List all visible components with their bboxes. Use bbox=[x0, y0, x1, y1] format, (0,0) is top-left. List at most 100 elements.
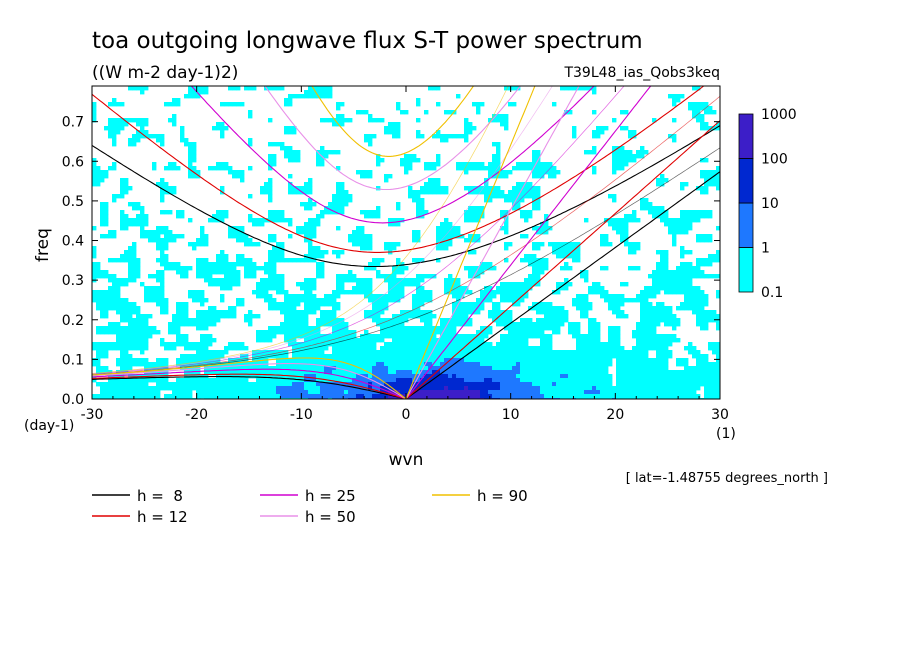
field-cell bbox=[508, 370, 513, 375]
field-cell bbox=[244, 362, 249, 367]
field-cell bbox=[160, 134, 165, 139]
field-cell bbox=[500, 122, 505, 127]
field-cell bbox=[672, 230, 677, 235]
field-cell bbox=[356, 282, 361, 287]
field-cell bbox=[316, 366, 321, 371]
field-cell bbox=[636, 294, 641, 299]
field-cell bbox=[444, 330, 449, 335]
field-cell bbox=[456, 334, 461, 339]
field-cell bbox=[164, 310, 169, 315]
field-cell bbox=[148, 386, 153, 391]
field-cell bbox=[152, 134, 157, 139]
field-cell bbox=[148, 394, 153, 399]
field-cell bbox=[112, 290, 117, 295]
field-cell bbox=[556, 358, 561, 363]
field-cell bbox=[276, 358, 281, 363]
field-cell bbox=[220, 394, 225, 399]
field-cell bbox=[484, 386, 489, 391]
field-cell bbox=[216, 394, 221, 399]
field-cell bbox=[148, 290, 153, 295]
field-cell bbox=[612, 218, 617, 223]
field-cell bbox=[428, 334, 433, 339]
field-cell bbox=[384, 390, 389, 395]
field-cell bbox=[368, 386, 373, 391]
field-cell bbox=[184, 354, 189, 359]
field-cell bbox=[124, 282, 129, 287]
field-cell bbox=[496, 142, 501, 147]
field-cell bbox=[112, 166, 117, 171]
field-cell bbox=[308, 186, 313, 191]
field-cell bbox=[576, 326, 581, 331]
field-cell bbox=[672, 322, 677, 327]
field-cell bbox=[556, 318, 561, 323]
field-cell bbox=[140, 90, 145, 95]
field-cell bbox=[640, 386, 645, 391]
field-cell bbox=[520, 334, 525, 339]
field-cell bbox=[352, 350, 357, 355]
field-cell bbox=[140, 130, 145, 135]
field-cell bbox=[240, 362, 245, 367]
field-cell bbox=[604, 266, 609, 271]
field-cell bbox=[488, 198, 493, 203]
field-cell bbox=[356, 234, 361, 239]
field-cell bbox=[228, 378, 233, 383]
field-cell bbox=[708, 258, 713, 263]
field-cell bbox=[212, 282, 217, 287]
field-cell bbox=[696, 262, 701, 267]
field-cell bbox=[552, 250, 557, 255]
field-cell bbox=[420, 314, 425, 319]
field-cell bbox=[496, 354, 501, 359]
field-cell bbox=[368, 238, 373, 243]
field-cell bbox=[520, 390, 525, 395]
field-cell bbox=[632, 390, 637, 395]
field-cell bbox=[624, 378, 629, 383]
field-cell bbox=[444, 234, 449, 239]
field-cell bbox=[496, 346, 501, 351]
field-cell bbox=[504, 354, 509, 359]
field-cell bbox=[288, 126, 293, 131]
field-cell bbox=[256, 290, 261, 295]
field-cell bbox=[408, 326, 413, 331]
field-cell bbox=[672, 390, 677, 395]
field-cell bbox=[432, 182, 437, 187]
field-cell bbox=[368, 138, 373, 143]
field-cell bbox=[624, 386, 629, 391]
field-cell bbox=[384, 362, 389, 367]
field-cell bbox=[308, 226, 313, 231]
field-cell bbox=[108, 130, 113, 135]
field-cell bbox=[392, 298, 397, 303]
field-cell bbox=[228, 310, 233, 315]
field-cell bbox=[136, 138, 141, 143]
field-cell bbox=[160, 262, 165, 267]
field-cell bbox=[436, 154, 441, 159]
field-cell bbox=[296, 298, 301, 303]
field-cell bbox=[700, 374, 705, 379]
field-cell bbox=[524, 370, 529, 375]
field-cell bbox=[564, 358, 569, 363]
field-cell bbox=[532, 162, 537, 167]
field-cell bbox=[344, 290, 349, 295]
field-cell bbox=[460, 370, 465, 375]
field-cell bbox=[144, 234, 149, 239]
field-cell bbox=[272, 386, 277, 391]
field-cell bbox=[232, 370, 237, 375]
field-cell bbox=[696, 290, 701, 295]
field-cell bbox=[564, 250, 569, 255]
field-cell bbox=[676, 390, 681, 395]
field-cell bbox=[392, 218, 397, 223]
field-cell bbox=[544, 258, 549, 263]
field-cell bbox=[236, 230, 241, 235]
field-cell bbox=[640, 370, 645, 375]
field-cell bbox=[644, 294, 649, 299]
field-cell bbox=[700, 362, 705, 367]
field-cell bbox=[140, 314, 145, 319]
field-cell bbox=[632, 362, 637, 367]
field-cell bbox=[580, 390, 585, 395]
field-cell bbox=[108, 302, 113, 307]
field-cell bbox=[540, 378, 545, 383]
field-cell bbox=[688, 366, 693, 371]
field-cell bbox=[240, 262, 245, 267]
field-cell bbox=[204, 270, 209, 275]
field-cell bbox=[592, 346, 597, 351]
field-cell bbox=[360, 174, 365, 179]
